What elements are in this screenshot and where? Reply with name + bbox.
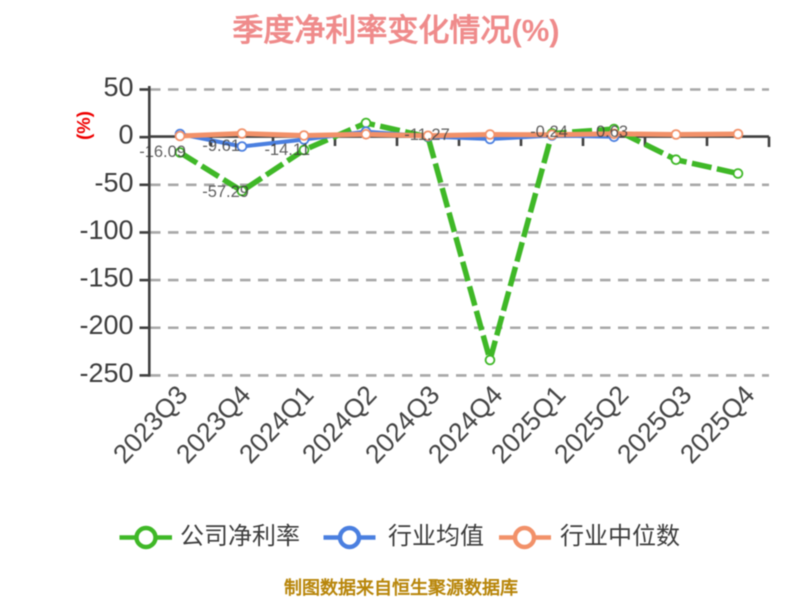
svg-text:-0.24: -0.24 [530, 123, 568, 141]
svg-text:行业中位数: 行业中位数 [560, 523, 680, 550]
svg-text:-250: -250 [79, 358, 133, 388]
svg-text:-14.11: -14.11 [264, 141, 310, 159]
svg-text:-150: -150 [79, 263, 133, 293]
svg-text:-16.09: -16.09 [139, 143, 186, 161]
svg-text:(%): (%) [73, 111, 94, 140]
svg-text:50: 50 [103, 72, 133, 102]
svg-text:-57.29: -57.29 [202, 183, 249, 201]
svg-text:季度净利率变化情况(%): 季度净利率变化情况(%) [232, 13, 559, 48]
svg-text:-100: -100 [79, 215, 133, 245]
svg-text:0.63: 0.63 [596, 123, 628, 141]
svg-text:行业均值: 行业均值 [388, 523, 484, 550]
svg-text:0: 0 [118, 120, 133, 150]
svg-text:-9.61: -9.61 [202, 137, 240, 155]
svg-text:-200: -200 [79, 310, 133, 340]
svg-text:-11.27: -11.27 [404, 126, 450, 144]
svg-text:公司净利率: 公司净利率 [180, 523, 300, 550]
svg-text:制图数据来自恒生聚源数据库: 制图数据来自恒生聚源数据库 [284, 577, 518, 598]
svg-text:-50: -50 [94, 167, 133, 197]
